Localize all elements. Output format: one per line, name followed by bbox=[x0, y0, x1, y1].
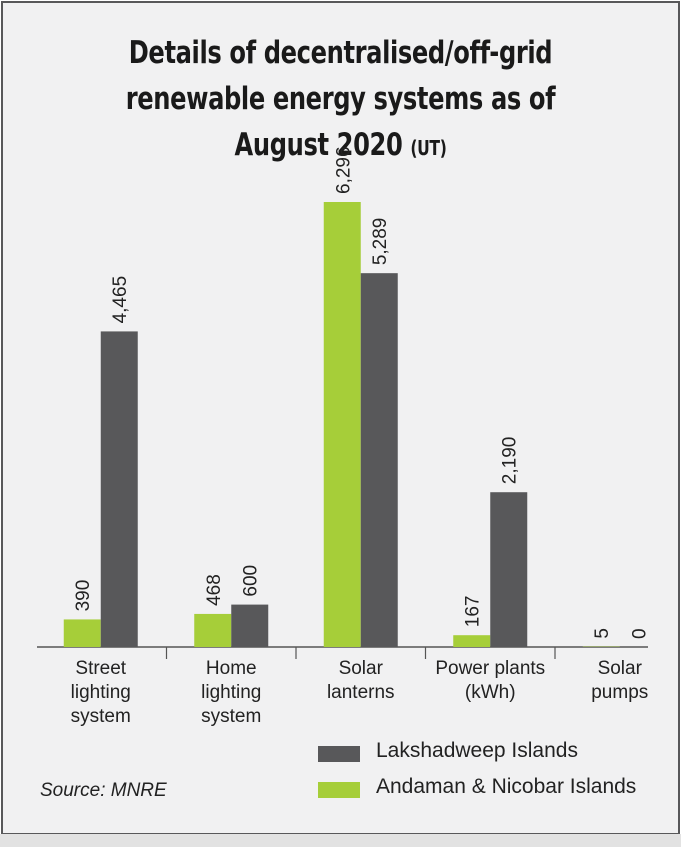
category-label: Street lighting system bbox=[36, 657, 166, 729]
source-note: Source: MNRE bbox=[40, 780, 167, 801]
bar-lakshadweep bbox=[360, 273, 398, 647]
legend-label-lakshadweep: Lakshadweep Islands bbox=[376, 739, 578, 762]
category-label: Solar lanterns bbox=[296, 657, 426, 705]
title-suffix: (UT) bbox=[410, 136, 447, 160]
category-label-line: (kWh) bbox=[464, 682, 516, 703]
data-label: 468 bbox=[204, 574, 225, 606]
legend-swatch-lakshadweep bbox=[318, 746, 360, 762]
category-label-line: lighting bbox=[201, 682, 262, 703]
bar-lakshadweep bbox=[100, 331, 138, 647]
category-label-line: Power plants bbox=[435, 658, 546, 679]
legend-label-andaman: Andaman & Nicobar Islands bbox=[376, 775, 637, 798]
category-label-line: lanterns bbox=[326, 682, 395, 703]
category-label-line: Solar bbox=[597, 658, 642, 679]
data-label: 0 bbox=[629, 628, 650, 639]
category-label-line: Street bbox=[75, 658, 127, 679]
category-label-line: Solar bbox=[338, 658, 383, 679]
title-text: Details of decentralised/off-grid renewa… bbox=[125, 35, 556, 163]
bar-andaman bbox=[323, 202, 361, 647]
bottom-strip bbox=[0, 834, 681, 847]
bar-lakshadweep bbox=[490, 492, 528, 647]
category-label-line: Home bbox=[205, 658, 257, 679]
data-label: 6,296 bbox=[333, 146, 354, 194]
category-label-line: pumps bbox=[591, 682, 649, 703]
category-label: Power plants (kWh) bbox=[425, 657, 555, 705]
data-label: 2,190 bbox=[500, 437, 521, 485]
data-label: 600 bbox=[241, 565, 262, 597]
bar-andaman bbox=[194, 613, 232, 647]
data-label: 167 bbox=[463, 595, 484, 627]
data-label: 390 bbox=[73, 580, 94, 612]
category-label-line: lighting bbox=[70, 682, 131, 703]
chart-title: Details of decentralised/off-grid renewa… bbox=[75, 30, 606, 171]
category-label-line: system bbox=[70, 706, 131, 727]
bar-lakshadweep bbox=[231, 604, 269, 647]
bar-andaman bbox=[63, 619, 101, 647]
legend-swatch-andaman bbox=[318, 782, 360, 798]
category-label: Home lighting system bbox=[166, 657, 296, 729]
category-label: Solar pumps bbox=[555, 657, 681, 705]
category-label-line: system bbox=[201, 706, 262, 727]
data-label: 5,289 bbox=[370, 218, 391, 266]
bar-andaman bbox=[453, 635, 491, 647]
data-label: 4,465 bbox=[110, 276, 131, 324]
data-label: 5 bbox=[592, 628, 613, 639]
